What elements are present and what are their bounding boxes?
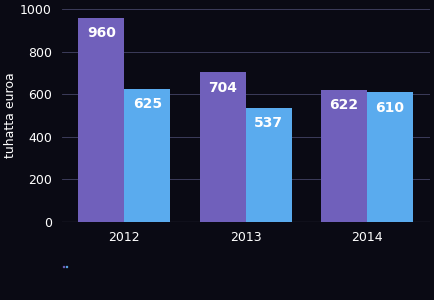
Bar [200,72,246,222]
Bar [78,18,125,222]
Text: 622: 622 [329,98,358,112]
Bar [246,108,292,222]
Y-axis label: tuhatta euroa: tuhatta euroa [4,73,17,158]
Text: 960: 960 [87,26,116,40]
Bar [367,92,413,222]
Legend: , : , [62,266,68,268]
Bar [321,89,367,222]
Text: 704: 704 [208,81,237,94]
Text: 610: 610 [375,100,404,115]
Text: 625: 625 [133,98,162,111]
Text: 537: 537 [254,116,283,130]
Bar [125,89,171,222]
